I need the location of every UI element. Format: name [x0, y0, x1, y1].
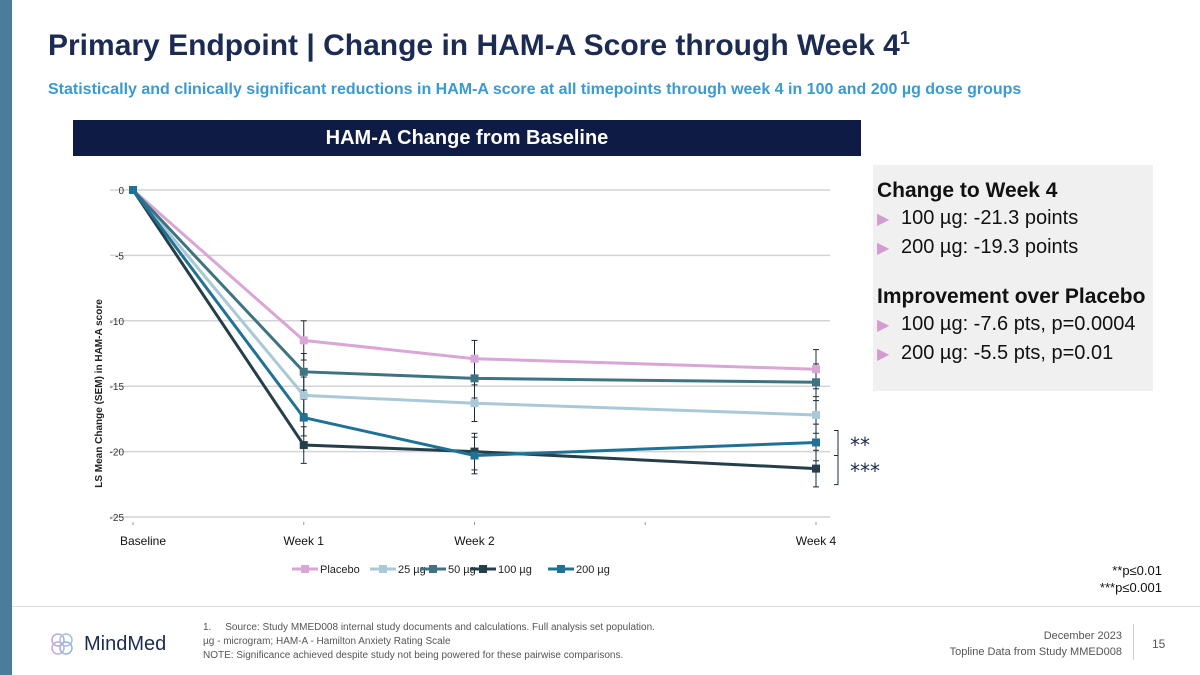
- data-point: [129, 186, 137, 194]
- data-point: [470, 399, 479, 408]
- data-point: [299, 391, 308, 400]
- data-point: [812, 438, 820, 447]
- y-tick-label: -15: [110, 382, 125, 393]
- legend-marker: [429, 565, 437, 573]
- triangle-bullet-icon: ▶: [877, 210, 890, 228]
- data-point: [470, 451, 479, 460]
- bullet-text: 200 µg: -5.5 pts, p=0.01: [901, 342, 1114, 364]
- legend-marker: [301, 565, 309, 573]
- subtitle: Statistically and clinically significant…: [48, 81, 1022, 98]
- bracket-100: [834, 455, 839, 486]
- legend-marker: [557, 565, 565, 573]
- sig-marker-100: ***: [850, 459, 880, 483]
- footnote-note: NOTE: Significance achieved despite stud…: [203, 650, 624, 661]
- y-tick-label: 0: [118, 186, 124, 197]
- triangle-bullet-icon: ▶: [877, 345, 890, 363]
- x-tick-label: Week 4: [796, 534, 837, 548]
- legend-label: Placebo: [320, 564, 360, 576]
- summary-panel: Change to Week 4 ▶ 100 µg: -21.3 points ▶…: [873, 165, 1153, 391]
- legend-label: 50 µg: [448, 564, 476, 576]
- data-point: [812, 378, 820, 387]
- bullet-text: 200 µg: -19.3 points: [901, 236, 1079, 258]
- logo-text: MindMed: [84, 632, 167, 655]
- page-title: Primary Endpoint | Change in HAM-A Score…: [48, 28, 910, 63]
- title-footnote: 1: [899, 28, 910, 48]
- footnote-abbrev: µg - microgram; HAM-A - Hamilton Anxiety…: [203, 636, 451, 647]
- footer-separator: [1133, 624, 1134, 660]
- legend-label: 200 µg: [576, 564, 610, 576]
- brain-logo-icon: [51, 633, 73, 655]
- series-line-100g: [131, 189, 817, 471]
- logo: MindMed: [48, 630, 166, 658]
- bullet-text: 100 µg: -7.6 pts, p=0.0004: [901, 313, 1136, 335]
- footnote-source: 1. Source: Study MMED008 internal study …: [203, 622, 655, 633]
- triangle-bullet-icon: ▶: [877, 239, 890, 257]
- data-point: [299, 441, 308, 450]
- series-line-200g: [131, 189, 817, 458]
- footer-right: December 2023 Topline Data from Study MM…: [950, 628, 1122, 660]
- footer-divider: [12, 606, 1200, 607]
- data-point: [812, 365, 820, 374]
- x-tick-label: Week 2: [454, 534, 495, 548]
- sig-marker-200: **: [850, 433, 870, 457]
- y-tick-label: -5: [115, 251, 124, 262]
- footer-topline: Topline Data from Study MMED008: [949, 646, 1122, 658]
- left-accent-bar: [0, 0, 12, 675]
- bullet: ▶ 200 µg: -5.5 pts, p=0.01: [877, 342, 1153, 365]
- y-tick-label: -20: [110, 448, 125, 459]
- x-tick-label: Week 1: [284, 534, 325, 548]
- title-text: Primary Endpoint | Change in HAM-A Score…: [48, 29, 900, 62]
- series-line-Placebo: [132, 188, 817, 371]
- bracket-200: [834, 429, 839, 457]
- page-number: 15: [1152, 637, 1166, 651]
- data-point: [470, 354, 479, 363]
- data-point: [812, 464, 820, 473]
- y-axis-label: LS Mean Change (SEM) in HAM-A score: [94, 299, 105, 488]
- legend-marker: [379, 565, 387, 573]
- bullet-text: 100 µg: -21.3 points: [901, 207, 1079, 229]
- y-tick-label: -25: [110, 513, 125, 524]
- legend-label: 100 µg: [498, 564, 532, 576]
- footer-date: December 2023: [1043, 630, 1122, 642]
- bullet: ▶ 100 µg: -7.6 pts, p=0.0004: [877, 313, 1153, 336]
- bullet: ▶ 200 µg: -19.3 points: [877, 236, 1153, 259]
- bullet: ▶ 100 µg: -21.3 points: [877, 207, 1153, 230]
- series-line-25g: [131, 189, 817, 417]
- footnotes: 1. Source: Study MMED008 internal study …: [203, 621, 655, 663]
- data-point: [299, 367, 308, 376]
- data-point: [299, 336, 308, 345]
- sig-note-3star: ***p≤0.001: [1099, 580, 1162, 595]
- triangle-bullet-icon: ▶: [877, 316, 890, 334]
- y-tick-label: -10: [110, 317, 125, 328]
- legend-marker: [479, 565, 487, 573]
- data-point: [299, 413, 308, 422]
- sig-note-2star: **p≤0.01: [1112, 563, 1162, 578]
- x-tick-label: Baseline: [120, 534, 166, 548]
- series-line-50g: [131, 188, 817, 384]
- data-point: [812, 410, 820, 419]
- panel-heading-improvement: Improvement over Placebo: [877, 285, 1146, 308]
- panel-heading-change: Change to Week 4: [877, 179, 1058, 202]
- data-point: [470, 374, 479, 383]
- legend-label: 25 µg: [398, 564, 426, 576]
- chart-header: HAM-A Change from Baseline: [73, 120, 861, 156]
